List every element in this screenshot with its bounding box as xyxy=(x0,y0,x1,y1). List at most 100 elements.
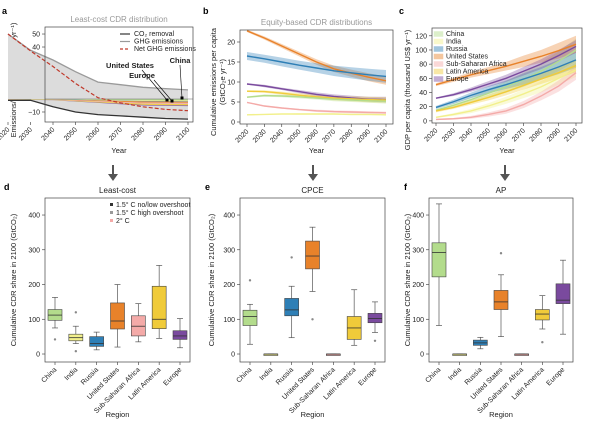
y-tick-label: 300 xyxy=(28,247,40,254)
series-line-united-states xyxy=(246,30,387,82)
arrow-head xyxy=(500,174,510,181)
plot-frame xyxy=(239,197,386,363)
panel-label: b xyxy=(203,6,209,16)
y-tick-label: 0 xyxy=(231,352,235,359)
legend-label: 1.5° C high overshoot xyxy=(116,209,183,217)
panel-label: c xyxy=(399,6,404,16)
x-tick-label: 2080 xyxy=(339,128,355,144)
box-latin-america xyxy=(346,289,362,346)
x-tick-label: 2080 xyxy=(528,127,544,143)
outlier-point xyxy=(541,340,544,344)
x-tick-label: 2060 xyxy=(304,128,320,144)
y-tick-label: 100 xyxy=(223,317,235,324)
y-tick-label: 50 xyxy=(32,32,40,39)
legend-label: Net GHG emissions xyxy=(134,46,196,53)
y-tick-label: 0 xyxy=(231,120,235,127)
series-line-co-removal xyxy=(8,99,189,120)
annotation-label: China xyxy=(170,56,192,65)
y-tick-label: 20 xyxy=(227,40,235,47)
box-sub-saharan-africa xyxy=(131,303,146,343)
y-tick-label: 15 xyxy=(227,60,235,67)
panel-title: Least-cost CDR distribution xyxy=(70,15,167,24)
series-line-united-states xyxy=(435,43,577,86)
x-tick-label: Europe xyxy=(162,366,183,387)
plot-frame xyxy=(431,27,583,124)
x-tick-label: 2050 xyxy=(476,127,492,143)
box-india xyxy=(452,353,467,356)
box-iqr xyxy=(555,283,571,304)
y-tick-label: 200 xyxy=(412,282,424,289)
legend-swatch xyxy=(433,31,444,37)
box-iqr xyxy=(89,336,104,347)
annotation-label: Europe xyxy=(129,71,155,80)
series-line-india xyxy=(435,69,577,119)
box-iqr xyxy=(151,285,167,329)
series-line-latin-america xyxy=(435,64,577,112)
annotation-arrow xyxy=(179,64,183,99)
box-iqr xyxy=(242,309,258,326)
x-tick-label: 2040 xyxy=(458,127,474,143)
x-tick-label: 2090 xyxy=(153,126,169,142)
box-china xyxy=(431,203,447,326)
x-tick-label: Africa xyxy=(319,366,337,384)
y-tick-label: 40 xyxy=(32,45,40,52)
y-tick-label: 20 xyxy=(419,104,427,111)
legend-marker xyxy=(110,219,113,222)
legend-swatch xyxy=(433,38,444,45)
legend-marker xyxy=(110,203,113,206)
x-tick-label: Europe xyxy=(357,366,378,387)
outlier-point xyxy=(248,279,252,282)
x-tick-label: China xyxy=(41,366,59,384)
series-line-latin-america xyxy=(246,90,387,101)
x-tick-label: 2100 xyxy=(175,126,191,142)
series-line-russia xyxy=(435,59,577,109)
panel-label: f xyxy=(404,182,408,192)
y-tick-label: 400 xyxy=(223,213,235,220)
band-latin-america xyxy=(436,59,576,113)
plot-frame xyxy=(428,197,574,363)
y-tick-label: 5 xyxy=(231,100,235,107)
arrow-head xyxy=(308,174,318,181)
series-line-ghg-emissions xyxy=(7,33,189,91)
region-band-latin-america xyxy=(8,99,188,106)
box-latin-america xyxy=(151,265,167,339)
x-tick-label: 2030 xyxy=(18,126,34,142)
x-tick-label: Russia xyxy=(464,366,484,386)
x-axis-label: Region xyxy=(106,410,130,419)
legend-swatch xyxy=(433,53,444,60)
x-tick-label: Africa xyxy=(507,366,525,384)
annotation-arrow xyxy=(141,69,168,101)
region-band-china xyxy=(8,98,188,101)
down-arrow-icon xyxy=(500,165,510,181)
y-tick-label: 100 xyxy=(412,317,424,324)
annotation-marker xyxy=(170,99,174,103)
x-tick-label: 2040 xyxy=(40,126,56,142)
panel-d: d Least-cost 0 100 200 300 400 Cumulative CDR s… xyxy=(4,182,190,419)
x-tick-label: 2030 xyxy=(441,127,457,143)
x-tick-label: 2070 xyxy=(321,128,337,144)
legend-label: 1.5° C no/low overshoot xyxy=(116,201,190,209)
legend-label: United States xyxy=(446,54,489,61)
annotation-arrow xyxy=(153,79,173,102)
x-tick-label: Europe xyxy=(545,366,566,387)
x-tick-label: 2090 xyxy=(356,128,372,144)
box-iqr xyxy=(493,290,509,310)
box-india xyxy=(68,311,84,353)
legend-marker xyxy=(110,211,113,214)
y-axis-label: Cumulative CDR share in 2100 (GtCO₂) xyxy=(9,213,18,346)
panel-e: e CPCE 0 100 200 300 400 Cumulative CDR share i… xyxy=(205,182,386,419)
box-europe xyxy=(367,301,383,343)
outlier-point xyxy=(373,339,377,343)
legend-label: Russia xyxy=(446,46,468,53)
panel-title: AP xyxy=(496,186,507,195)
legend-swatch xyxy=(433,68,444,75)
y-tick-label: 0 xyxy=(423,118,427,125)
x-tick-label: 2020 xyxy=(0,126,11,142)
legend-label: Sub-Saharan Africa xyxy=(446,61,507,68)
y-tick-label: 40 xyxy=(419,90,427,97)
x-tick-label: 2050 xyxy=(287,128,303,144)
y-axis-label: Cumulative emissions per capita xyxy=(209,27,218,136)
x-tick-label: Russia xyxy=(275,366,295,386)
x-tick-label: India xyxy=(64,366,80,382)
